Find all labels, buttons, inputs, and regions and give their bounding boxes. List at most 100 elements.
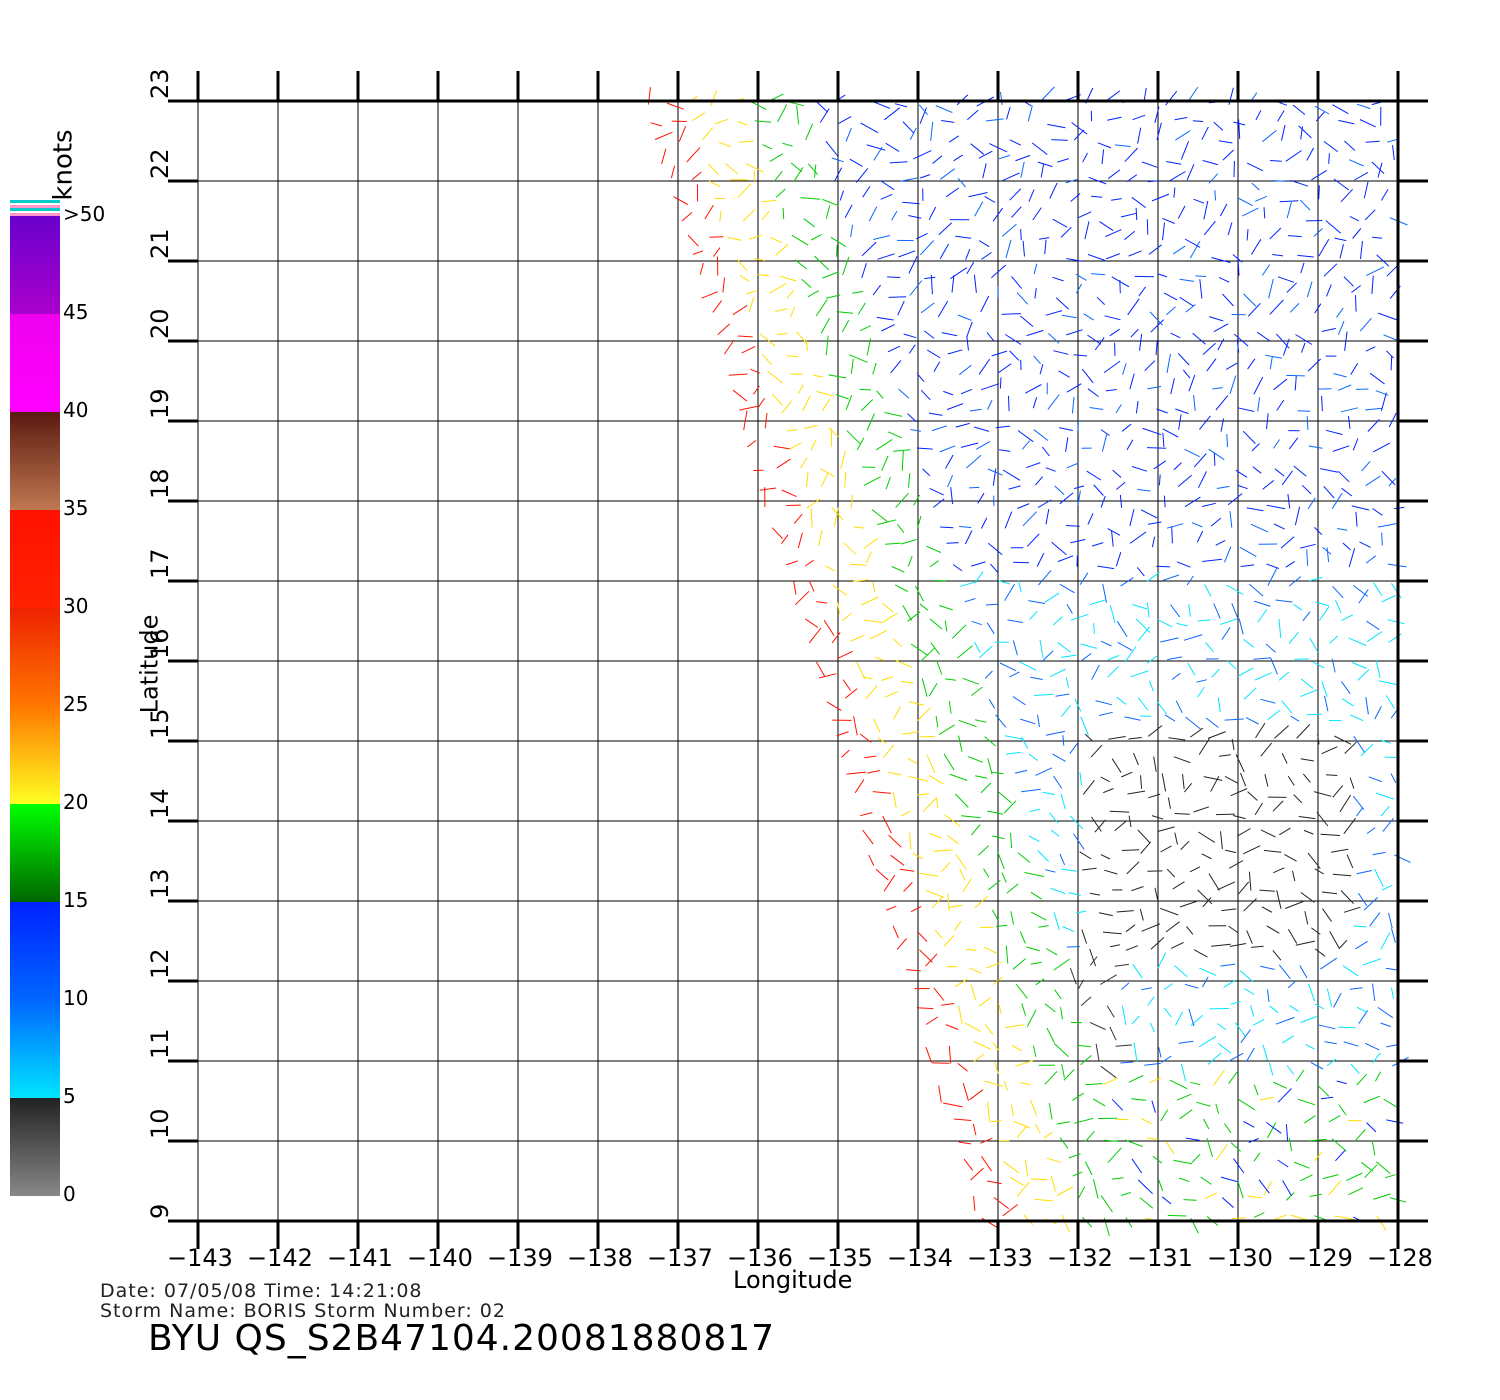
- wind-vector: [1323, 140, 1338, 153]
- wind-vector: [1018, 580, 1022, 593]
- wind-vector: [1375, 390, 1389, 396]
- wind-vector: [1201, 502, 1216, 507]
- wind-vector: [1285, 560, 1295, 568]
- wind-vector: [1045, 467, 1056, 472]
- wind-vector: [1090, 744, 1103, 758]
- wind-vector: [1321, 891, 1338, 895]
- wind-vector: [872, 284, 881, 296]
- wind-vector: [1288, 576, 1302, 587]
- wind-vector: [875, 868, 889, 881]
- wind-vector: [1148, 1077, 1162, 1084]
- wind-vector: [1386, 138, 1399, 143]
- wind-vector: [1243, 639, 1255, 648]
- wind-vector: [939, 243, 950, 260]
- wind-vector: [1251, 443, 1260, 452]
- wind-vector: [1107, 528, 1121, 536]
- wind-vector: [806, 472, 809, 488]
- wind-vector: [1212, 387, 1223, 390]
- wind-vector: [1055, 693, 1070, 697]
- wind-vector: [984, 736, 996, 747]
- wind-vector: [1180, 840, 1190, 850]
- wind-vector: [1006, 883, 1019, 894]
- wind-vector: [1338, 939, 1348, 949]
- wind-vector: [893, 449, 911, 452]
- wind-vector: [1259, 889, 1275, 892]
- wind-vector: [1107, 169, 1121, 180]
- wind-vector: [946, 187, 960, 198]
- colorbar-segment: [10, 510, 60, 608]
- wind-vector: [1015, 1059, 1034, 1067]
- wind-vector: [1215, 813, 1235, 816]
- wind-vector: [1146, 447, 1167, 449]
- wind-vector: [1147, 996, 1155, 1006]
- wind-vector: [1279, 827, 1291, 836]
- wind-vector: [1053, 775, 1063, 789]
- wind-vector: [1179, 278, 1194, 282]
- wind-vector: [1287, 493, 1291, 509]
- wind-vector: [1115, 481, 1126, 490]
- wind-vector: [1286, 201, 1292, 219]
- wind-vector: [831, 632, 841, 644]
- wind-vector: [888, 296, 907, 298]
- wind-vector: [1120, 212, 1137, 218]
- wind-vector: [919, 949, 933, 963]
- wind-vector: [987, 542, 1003, 556]
- wind-vector: [952, 564, 963, 572]
- wind-vector: [1229, 943, 1247, 947]
- wind-vector: [1377, 1006, 1394, 1019]
- wind-vector: [1348, 159, 1364, 167]
- wind-vector: [1314, 303, 1322, 314]
- wind-vector: [1325, 429, 1343, 435]
- wind-vector: [1089, 1021, 1106, 1030]
- wind-vector: [1295, 1069, 1305, 1082]
- wind-vector: [880, 180, 895, 191]
- wind-vector: [925, 953, 938, 967]
- wind-vector: [828, 427, 839, 437]
- wind-vector: [1247, 358, 1256, 370]
- wind-vector: [1010, 911, 1014, 925]
- wind-vector: [719, 210, 722, 222]
- wind-vector: [1045, 509, 1050, 525]
- wind-vector: [920, 240, 935, 256]
- wind-vector: [1030, 961, 1042, 965]
- wind-vector: [1309, 637, 1319, 653]
- wind-vector: [1042, 446, 1050, 457]
- wind-vector: [1170, 378, 1175, 395]
- date-time-line: Date: 07/05/08 Time: 14:21:08: [100, 1280, 423, 1302]
- wind-vector: [1096, 296, 1106, 305]
- wind-vector: [1179, 900, 1199, 908]
- wind-vector: [1348, 548, 1356, 568]
- wind-vector: [1072, 1092, 1084, 1101]
- wind-vector: [1044, 1070, 1058, 1085]
- wind-vector: [1221, 627, 1231, 640]
- wind-vector: [980, 1137, 993, 1144]
- wind-vector: [925, 889, 944, 898]
- wind-vector: [866, 144, 886, 151]
- wind-vector: [955, 854, 967, 870]
- wind-vector: [1344, 331, 1348, 351]
- wind-vector: [1016, 1125, 1028, 1138]
- wind-vector: [1039, 363, 1044, 375]
- wind-vector: [1237, 407, 1255, 412]
- wind-vector: [1239, 970, 1254, 983]
- wind-vector: [1127, 298, 1140, 316]
- wind-vector: [1300, 689, 1318, 698]
- wind-vector: [1360, 743, 1374, 757]
- wind-vector: [1215, 539, 1226, 546]
- wind-vector: [969, 1089, 984, 1101]
- wind-vector: [1322, 908, 1332, 922]
- wind-vector: [1132, 963, 1143, 979]
- wind-vector: [1037, 569, 1052, 586]
- wind-vector: [860, 325, 872, 332]
- wind-vector: [975, 775, 988, 779]
- wind-vector: [840, 450, 846, 469]
- wind-vector: [1263, 849, 1282, 853]
- wind-vector: [923, 330, 935, 339]
- wind-vector: [1337, 320, 1345, 335]
- wind-vector: [1047, 394, 1060, 410]
- colorbar-units-label: knots: [48, 129, 79, 201]
- wind-vector: [1087, 334, 1102, 345]
- wind-vector: [948, 1045, 952, 1064]
- wind-vector: [853, 579, 869, 582]
- wind-vector: [966, 335, 969, 351]
